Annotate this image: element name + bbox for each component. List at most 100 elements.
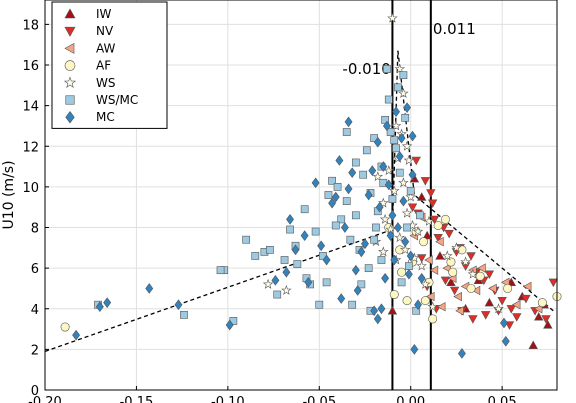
data-point (449, 286, 460, 296)
data-point (311, 177, 320, 189)
data-point (375, 201, 384, 213)
data-point (282, 266, 291, 278)
legend-label: NV (96, 24, 114, 38)
data-point (420, 177, 431, 186)
data-point (389, 290, 399, 300)
data-point (398, 87, 409, 98)
data-point (266, 245, 274, 254)
data-points (60, 12, 562, 359)
legend-marker (64, 26, 76, 37)
data-point (180, 310, 188, 319)
data-point (251, 252, 260, 260)
data-point (378, 197, 389, 208)
data-point (401, 236, 410, 248)
y-axis-label: U10 (m/s) (1, 160, 17, 229)
x-tick-label: 0.00 (396, 395, 425, 403)
data-point (414, 299, 422, 311)
y-tick-label: 8 (31, 222, 39, 237)
data-point (416, 254, 427, 263)
data-point (361, 238, 369, 250)
data-point (373, 136, 382, 148)
data-point (388, 209, 397, 221)
data-point (403, 102, 412, 113)
data-point (225, 319, 234, 331)
grid (44, 0, 557, 391)
data-point (471, 285, 481, 296)
data-point (242, 235, 251, 244)
data-point (392, 106, 401, 118)
x-tick-label: -0.10 (211, 395, 245, 403)
data-point (383, 65, 391, 73)
data-point (466, 252, 476, 261)
data-point (410, 344, 419, 355)
fit-lines (44, 50, 554, 353)
data-point (342, 128, 351, 136)
data-point (399, 71, 408, 80)
data-point (403, 223, 411, 232)
data-point (404, 268, 413, 280)
data-point (291, 244, 300, 256)
data-point (415, 211, 424, 220)
legend-marker (65, 110, 75, 124)
data-point (315, 300, 324, 309)
data-point (379, 161, 388, 172)
data-point (384, 179, 393, 191)
threshold-lines: -0.010 0.011 (342, 0, 476, 390)
data-point (328, 197, 337, 209)
data-point (488, 283, 497, 294)
data-point (390, 254, 399, 266)
data-point (390, 136, 399, 145)
data-point (390, 120, 402, 131)
data-point (382, 120, 391, 132)
data-point (501, 335, 510, 347)
data-point (300, 230, 309, 241)
data-point (533, 304, 543, 314)
plot-frame (44, 0, 558, 391)
data-point (388, 195, 397, 203)
data-point (537, 298, 547, 308)
x-tick-label: 0.05 (488, 395, 517, 403)
data-point (436, 302, 446, 312)
data-point (286, 225, 294, 234)
legend-marker (65, 95, 75, 105)
data-point (543, 320, 553, 329)
x-tick-label: -0.05 (302, 395, 336, 403)
data-point (262, 278, 274, 289)
data-point (293, 260, 302, 268)
legend-marker (64, 42, 75, 54)
threshold-label: -0.010 (342, 60, 390, 78)
series-mc (72, 102, 510, 359)
y-tick-label: 0 (31, 384, 39, 399)
data-point (506, 305, 516, 314)
data-point (351, 211, 360, 220)
data-point (368, 165, 377, 176)
data-point (370, 305, 379, 317)
data-point (528, 340, 538, 349)
data-point (348, 167, 357, 178)
data-point (397, 132, 406, 144)
data-point (402, 296, 412, 306)
data-point (455, 306, 464, 316)
data-point (429, 265, 439, 275)
data-point (417, 272, 426, 284)
y-tick-label: 12 (22, 140, 39, 155)
data-point (440, 276, 451, 286)
data-point (424, 255, 433, 265)
data-point (467, 268, 479, 279)
data-point (398, 177, 409, 188)
data-point (406, 187, 415, 195)
data-point (342, 197, 351, 205)
data-point (426, 291, 435, 302)
data-point (408, 130, 417, 142)
data-point (466, 283, 476, 293)
data-point (435, 251, 445, 260)
data-point (448, 267, 458, 277)
data-point (427, 199, 438, 208)
data-point (442, 250, 453, 261)
data-point (401, 140, 413, 151)
data-point (392, 144, 400, 153)
data-point (328, 176, 336, 185)
data-point (475, 271, 485, 281)
data-point (394, 232, 405, 243)
data-point (405, 262, 413, 270)
